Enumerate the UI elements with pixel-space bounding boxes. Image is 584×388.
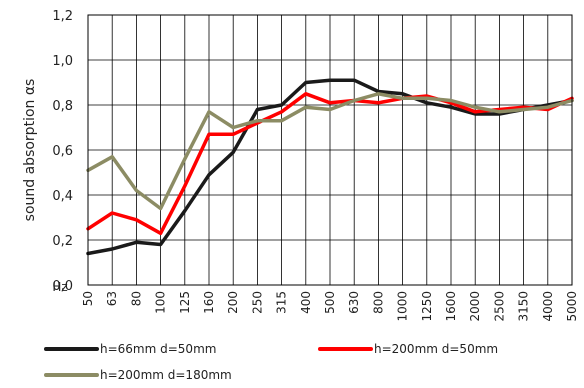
series-lines [86,78,574,256]
legend-label-2: h=200mm d=50mm [374,342,499,356]
series-line-1 [86,78,574,256]
x-tick-label: 100 [154,291,168,314]
x-tick-label: 4000 [541,291,555,322]
x-tick-label: 500 [323,291,337,314]
x-unit-label: Hz [52,280,67,294]
legend-label-1: h=66mm d=50mm [100,342,217,356]
x-tick-label: 1600 [444,291,458,322]
legend-item-2: h=200mm d=50mm [318,342,498,356]
x-tick-label: 1250 [420,291,434,322]
y-tick-label: 0,6 [52,144,73,159]
series-line-3 [86,92,574,211]
x-tick-label: 315 [275,291,289,314]
legend-swatch-1 [44,347,99,351]
y-axis-label: sound absorption αs [22,79,38,222]
x-tick-label: 2500 [492,291,506,322]
x-tick-label: 5000 [565,291,579,322]
x-tick-label: 200 [226,291,240,314]
x-tick-label: 125 [178,291,192,314]
legend-swatch-3 [44,373,99,377]
y-tick-label: 1,0 [52,54,73,69]
x-tick-label: 800 [371,291,385,314]
x-tick-label: 400 [299,291,313,314]
x-tick-label: 1000 [396,291,410,322]
y-tick-label: 0,4 [52,189,73,204]
legend-item-1: h=66mm d=50mm [44,342,216,356]
x-tick-label: 160 [202,291,216,314]
x-tick-label: 63 [105,291,119,306]
x-tick-labels: 50 63 80 100 125 160 200 250 315 400 500 630 800 1000… [81,291,579,322]
plot-frame [87,14,573,286]
y-tick-labels: 0,0 0,2 0,4 0,6 0,8 1,0 1,2 [52,9,73,294]
y-tick-label: 0,8 [52,99,73,114]
x-tick-label: 2000 [468,291,482,322]
x-tick-label: 630 [347,291,361,314]
x-tick-label: 50 [81,291,95,306]
legend-label-3: h=200mm d=180mm [100,368,232,382]
grid [88,15,572,285]
x-tick-label: 250 [250,291,264,314]
legend-item-3: h=200mm d=180mm [44,368,232,382]
y-tick-label: 1,2 [52,9,73,24]
y-tick-label: 0,0 [52,279,73,294]
y-tick-label: 0,2 [52,234,73,249]
x-tick-label: 3150 [517,291,531,322]
legend-swatch-2 [318,347,373,351]
x-tick-label: 80 [129,291,143,306]
